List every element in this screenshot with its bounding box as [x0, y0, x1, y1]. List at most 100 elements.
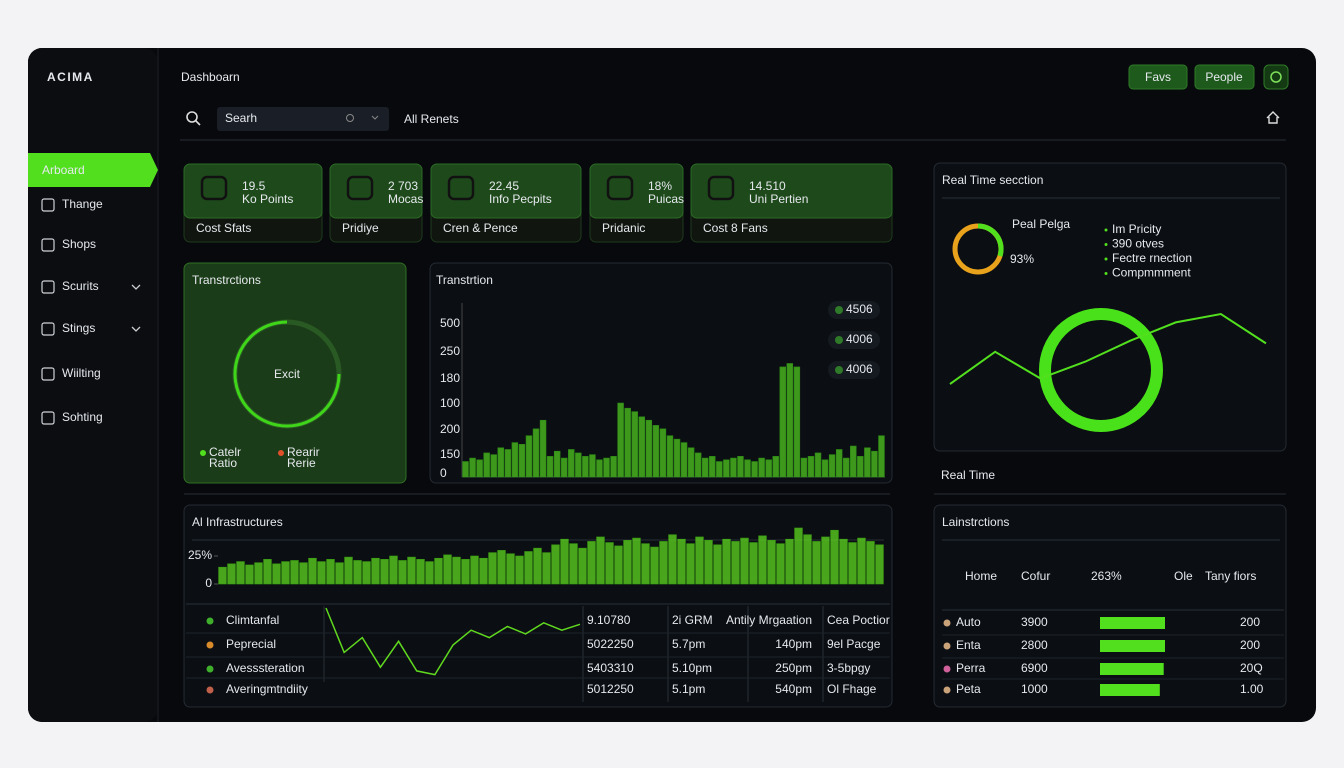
bar — [878, 435, 885, 478]
bar — [779, 366, 786, 478]
nav-item[interactable]: Scurits — [62, 279, 99, 293]
dropdown-icon[interactable] — [371, 115, 379, 120]
bar — [518, 444, 526, 478]
bar — [476, 459, 483, 478]
button[interactable] — [1194, 64, 1255, 90]
bar — [407, 556, 416, 585]
row-right: 20Q — [1240, 661, 1263, 675]
bar — [666, 435, 674, 478]
y-label: 180 — [440, 371, 460, 385]
bar — [659, 541, 668, 585]
bar — [470, 555, 479, 585]
bar — [560, 538, 569, 585]
bar — [785, 538, 794, 585]
bar — [723, 459, 730, 478]
nav-item[interactable]: Wiilting — [62, 366, 101, 380]
bar — [864, 447, 871, 478]
bar — [821, 536, 830, 585]
bar — [668, 534, 677, 585]
bar — [772, 456, 779, 478]
bar — [722, 538, 731, 585]
bar — [506, 553, 515, 585]
bar — [631, 411, 638, 478]
bar — [848, 542, 857, 585]
bar — [803, 534, 812, 585]
bar — [568, 449, 575, 478]
cell: 250pm — [775, 661, 812, 675]
cell: 5.10pm — [672, 661, 712, 675]
bar — [800, 457, 808, 478]
cell: 5.7pm — [672, 637, 705, 651]
bar — [645, 419, 653, 478]
bar — [551, 544, 560, 585]
legend-label: Catelr — [209, 445, 241, 459]
nav-icon — [41, 367, 55, 381]
cell: 5022250 — [587, 637, 634, 651]
card-title: Al Infrastructures — [192, 515, 283, 529]
page-title: Dashboarn — [181, 70, 240, 84]
nav-item[interactable]: Arboard — [42, 163, 85, 177]
bar — [614, 545, 623, 585]
legend-dot — [200, 450, 206, 456]
trend-line — [325, 607, 581, 676]
bar — [857, 456, 864, 478]
stat-value: 18% — [648, 179, 672, 193]
search-input-icon — [346, 114, 354, 122]
y-label: 0 — [440, 466, 447, 480]
legend-dot — [835, 336, 843, 344]
gauge-value: 93% — [1010, 252, 1034, 266]
icon-button[interactable] — [1263, 64, 1289, 90]
nav-item[interactable]: Shops — [62, 237, 96, 251]
row-right: 1.00 — [1240, 682, 1264, 696]
y-label: 500 — [440, 316, 460, 330]
bar — [871, 450, 878, 478]
nav-item[interactable]: Sohting — [62, 410, 103, 424]
cell: 3-5bpgy — [827, 661, 870, 675]
home-icon[interactable] — [1266, 111, 1280, 124]
stat-label: Uni Pertien — [749, 192, 808, 206]
bar — [227, 563, 236, 585]
bar — [434, 557, 443, 585]
row-bar — [1100, 663, 1164, 675]
bar — [687, 447, 695, 478]
bar — [835, 449, 843, 478]
bar — [532, 428, 540, 478]
bar — [546, 456, 554, 478]
search-icon[interactable] — [186, 111, 198, 123]
bar — [749, 542, 758, 585]
bar — [694, 452, 702, 478]
bar — [744, 459, 751, 478]
bar — [497, 550, 506, 585]
row-name: Peprecial — [226, 637, 276, 651]
bar — [638, 416, 645, 478]
bar — [673, 438, 681, 478]
header-cell: Cofur — [1021, 569, 1050, 583]
stat-footer: Cost Sfats — [196, 221, 251, 235]
bullet-label: Compmmment — [1112, 266, 1191, 280]
bar — [462, 461, 469, 478]
bullet — [1104, 257, 1108, 261]
bar — [650, 546, 659, 585]
row-bar — [1100, 684, 1160, 696]
bar — [236, 561, 245, 585]
infra-card — [183, 504, 893, 708]
stat-label: Ko Points — [242, 192, 293, 206]
row-name: Perra — [956, 661, 986, 675]
bar — [533, 547, 542, 585]
row-value: 6900 — [1021, 661, 1048, 675]
bar — [596, 459, 603, 478]
stat-footer: Cren & Pence — [443, 221, 518, 235]
nav-item[interactable]: Stings — [62, 321, 95, 335]
search-input[interactable] — [217, 107, 389, 131]
bar — [850, 445, 857, 478]
bar — [371, 557, 380, 585]
bar — [875, 544, 884, 585]
icon — [1270, 71, 1282, 83]
nav-item[interactable]: Thange — [62, 197, 103, 211]
chevron — [131, 326, 141, 332]
button[interactable] — [1128, 64, 1188, 90]
card-title: Transtrctions — [192, 273, 261, 287]
nav-active[interactable] — [28, 153, 158, 187]
bullet-label: 390 otves — [1112, 237, 1164, 251]
